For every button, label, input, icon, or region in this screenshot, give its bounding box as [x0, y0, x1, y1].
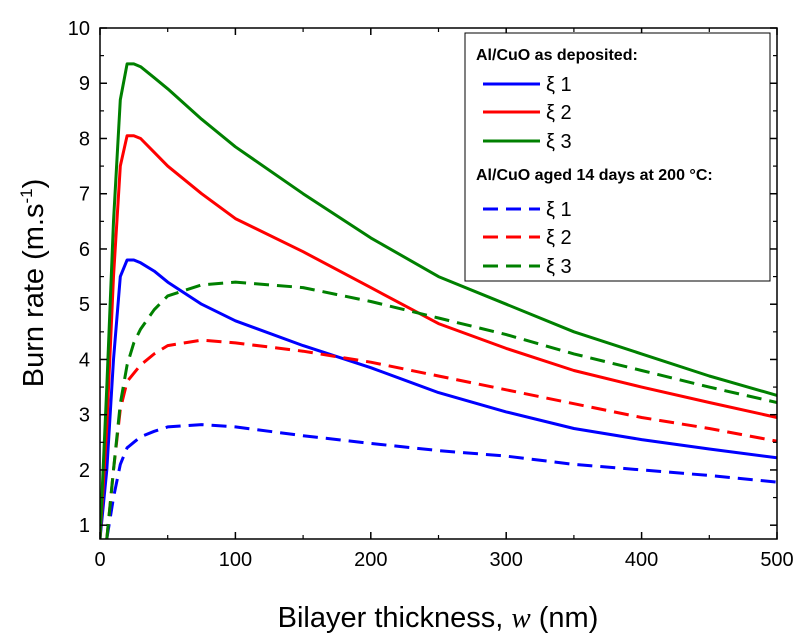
y-axis-title-main: Burn rate (m.s: [18, 204, 50, 388]
legend-label: ξ 2: [546, 227, 572, 249]
legend-heading-aged: Al/CuO aged 14 days at 200 °C:: [476, 167, 713, 184]
y-tick-label: 7: [79, 184, 90, 206]
x-tick-label: 500: [760, 549, 793, 571]
x-tick-label: 100: [219, 549, 252, 571]
y-tick-label: 4: [79, 349, 90, 371]
legend: Al/CuO as deposited: Al/CuO aged 14 days…: [464, 32, 771, 282]
x-axis-title-unit: (nm): [531, 602, 599, 634]
series-line-aged-1: [105, 423, 777, 539]
legend-box: [464, 32, 771, 282]
y-axis-title-close: ): [18, 179, 50, 189]
x-axis-title: Bilayer thickness, w (nm): [278, 602, 599, 634]
y-tick-label: 1: [79, 515, 90, 537]
y-axis: 1 2 3 4 5 6 7 8 9 10: [68, 18, 777, 537]
y-tick-label: 2: [79, 460, 90, 482]
series-layer: [100, 62, 777, 539]
y-tick-label: 8: [79, 128, 90, 150]
x-tick-label: 200: [354, 549, 387, 571]
legend-label: ξ 1: [546, 74, 572, 96]
x-tick-label: 400: [625, 549, 658, 571]
legend-label: ξ 1: [546, 199, 572, 221]
series-line-aged-3: [105, 280, 777, 539]
x-tick-label: 0: [94, 549, 105, 571]
y-tick-label: 3: [79, 405, 90, 427]
x-axis: 0 100 200 300 400 500: [94, 28, 794, 571]
x-axis-title-prefix: Bilayer thickness,: [278, 602, 512, 634]
legend-label: ξ 2: [546, 102, 572, 124]
x-axis-title-variable: w: [511, 602, 531, 634]
y-axis-title-superscript: -1: [17, 188, 36, 203]
series-line-deposited-2: [100, 134, 777, 539]
legend-label: ξ 3: [546, 256, 572, 278]
y-tick-label: 9: [79, 73, 90, 95]
legend-heading-deposited: Al/CuO as deposited:: [476, 47, 638, 64]
y-tick-label: 5: [79, 294, 90, 316]
series-line-aged-2: [105, 338, 777, 539]
x-tick-label: 300: [490, 549, 523, 571]
y-tick-label: 10: [68, 18, 90, 40]
y-tick-label: 6: [79, 239, 90, 261]
y-axis-title: Burn rate (m.s-1): [17, 179, 50, 388]
series-line-deposited-3: [100, 62, 777, 539]
series-line-deposited-1: [100, 258, 777, 539]
legend-label: ξ 3: [546, 131, 572, 153]
